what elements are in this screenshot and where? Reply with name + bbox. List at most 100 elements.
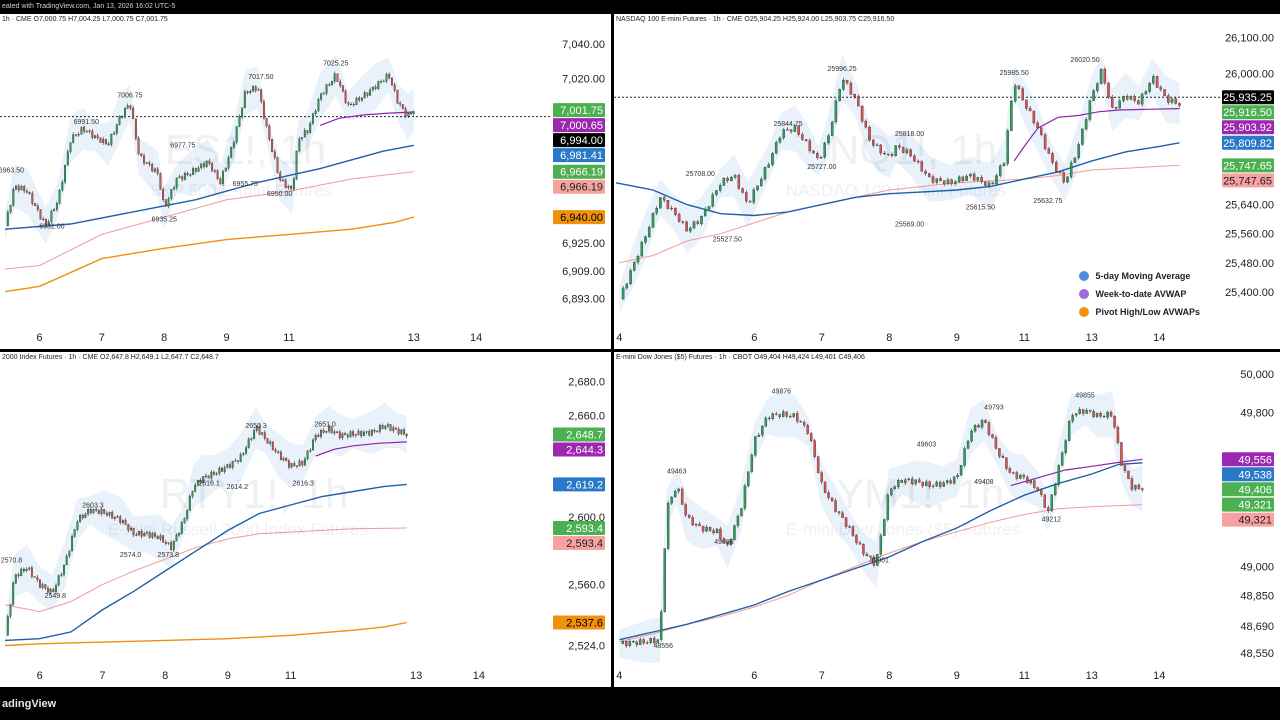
candle-body xyxy=(991,182,995,185)
candle-body xyxy=(901,147,905,153)
candle-body xyxy=(57,575,60,586)
candle-body xyxy=(778,137,782,143)
pivot-annotation: 25985.50 xyxy=(1000,70,1029,77)
candle-body xyxy=(189,174,192,176)
candle-body xyxy=(1137,100,1140,105)
candle-body xyxy=(736,515,740,526)
candle-body xyxy=(355,97,358,105)
candle-body xyxy=(164,199,167,207)
candle-body xyxy=(211,163,214,172)
nq-chart-panel[interactable]: NASDAQ 100 E-mini Futures · 1h · CME O25… xyxy=(614,14,1280,349)
candle-body xyxy=(301,460,304,466)
candle-body xyxy=(1015,472,1019,479)
x-axis-tick-label: 8 xyxy=(886,332,892,344)
candle-body xyxy=(851,526,855,536)
candle-body xyxy=(339,81,342,86)
pivot-annotation: 2574.0 xyxy=(120,552,142,559)
candle-body xyxy=(768,417,771,419)
pivot-annotation: 25844.75 xyxy=(773,121,802,128)
candle-body xyxy=(66,151,69,166)
candle-body xyxy=(65,555,68,566)
candle-body xyxy=(886,153,890,155)
candle-body xyxy=(407,113,410,117)
candle-body xyxy=(380,81,382,83)
candle-body xyxy=(745,192,748,202)
price-label-text: 6,966.19 xyxy=(560,167,603,179)
candle-body xyxy=(916,160,920,163)
candle-body xyxy=(939,178,942,181)
candle-body xyxy=(841,512,844,518)
candle-body xyxy=(970,430,973,442)
candle-body xyxy=(684,504,687,516)
candle-body xyxy=(151,533,154,538)
x-axis-tick-label: 13 xyxy=(408,332,420,344)
legend-label: 5-day Moving Average xyxy=(1095,271,1191,281)
candle-body xyxy=(271,139,274,152)
candle-body xyxy=(162,535,165,543)
candle-body xyxy=(950,179,953,184)
candle-body xyxy=(621,641,625,644)
pivot-annotation: 26020.50 xyxy=(1070,57,1099,64)
es-chart-panel[interactable]: 1h · CME O7,000.75 H7,004.25 L7,000.75 C… xyxy=(0,14,611,349)
candle-body xyxy=(25,190,28,193)
candle-body xyxy=(210,471,213,479)
candle-body xyxy=(226,464,229,468)
candle-body xyxy=(796,413,799,422)
candle-body xyxy=(282,179,284,181)
candle-body xyxy=(827,492,830,498)
rty-symbol-info: 2000 Index Futures · 1h · CME O2,647.8 H… xyxy=(2,354,219,361)
candle-body xyxy=(69,142,72,152)
candle-body xyxy=(914,479,917,485)
candle-body xyxy=(97,509,100,515)
y-axis-tick-label: 2,524.0 xyxy=(568,640,605,652)
candle-body xyxy=(84,513,87,518)
candle-body xyxy=(23,186,26,192)
candle-body xyxy=(1057,465,1060,485)
candle-body xyxy=(403,429,405,435)
candle-body xyxy=(1029,480,1033,484)
pivot-annotation: 25527.50 xyxy=(713,237,742,244)
y-axis-tick-label: 6,893.00 xyxy=(562,293,605,305)
candle-body xyxy=(845,79,849,84)
candle-body xyxy=(677,214,681,222)
candle-body xyxy=(6,616,9,636)
candle-body xyxy=(1122,96,1125,101)
candle-body xyxy=(9,604,12,617)
candle-body xyxy=(1167,95,1170,103)
candle-body xyxy=(38,579,41,588)
candle-body xyxy=(45,219,47,226)
candle-body xyxy=(969,173,972,177)
candle-body xyxy=(691,517,694,526)
candle-body xyxy=(30,567,33,577)
candle-body xyxy=(760,178,763,186)
candle-body xyxy=(809,433,813,441)
price-label-box xyxy=(1222,173,1274,188)
candle-body xyxy=(838,89,841,102)
candle-body xyxy=(192,168,195,175)
candle-body xyxy=(81,515,84,518)
ym-chart-panel[interactable]: E-mini Dow Jones ($5) Futures · 1h · CBO… xyxy=(614,352,1280,687)
pivot-annotation: 49001 xyxy=(869,557,889,564)
candle-body xyxy=(386,424,389,427)
candle-body xyxy=(698,523,701,527)
candle-body xyxy=(959,465,963,476)
candle-body xyxy=(111,512,114,519)
candle-body xyxy=(918,479,921,483)
candle-body xyxy=(346,434,349,438)
pivot-avwap-pink-line xyxy=(5,527,407,613)
candle-body xyxy=(842,79,845,90)
candle-body xyxy=(397,428,400,434)
x-axis-tick-label: 9 xyxy=(954,332,960,344)
candle-body xyxy=(1077,144,1080,158)
rty-chart-panel[interactable]: 2000 Index Futures · 1h · CME O2,647.8 H… xyxy=(0,352,611,687)
y-axis-tick-label: 6,925.00 xyxy=(562,238,605,250)
candle-body xyxy=(1152,76,1155,84)
candle-body xyxy=(827,135,830,144)
candle-body xyxy=(33,576,36,578)
candle-body xyxy=(298,460,301,467)
y-axis-tick-label: 25,400.00 xyxy=(1225,287,1274,299)
candle-body xyxy=(715,528,719,534)
candle-body xyxy=(103,509,106,514)
candle-body xyxy=(22,568,25,572)
candle-body xyxy=(366,92,369,96)
